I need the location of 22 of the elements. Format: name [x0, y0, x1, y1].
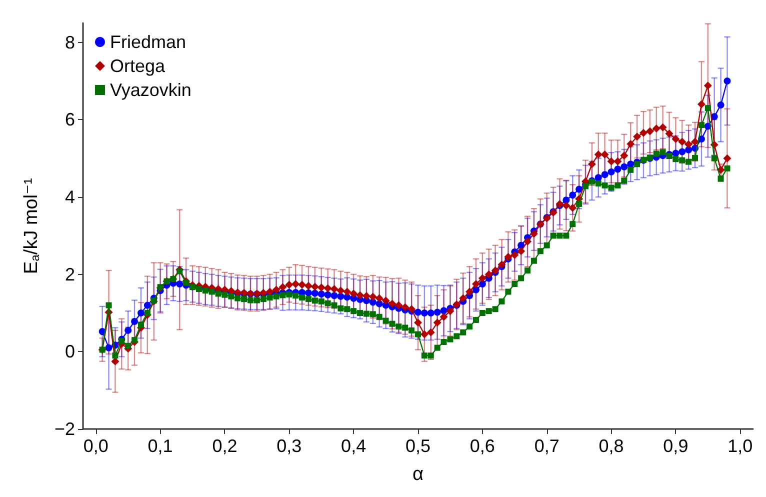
x-tick-label: 0,3: [276, 436, 302, 456]
legend-label: Vyazovkin: [110, 80, 192, 100]
y-tick-label: −2: [54, 419, 75, 439]
y-axis-title: Ea/kJ mol⁻¹: [21, 178, 42, 274]
x-tick-label: 0,7: [534, 436, 560, 456]
x-tick-label: 0,9: [663, 436, 688, 456]
y-tick-label: 4: [64, 187, 75, 207]
y-tick-label: 8: [64, 32, 75, 52]
x-tick-label: 1,0: [728, 436, 753, 456]
y-tick-label: 2: [64, 264, 75, 284]
x-tick-label: 0,2: [212, 436, 238, 456]
legend-label: Friedman: [110, 32, 186, 52]
x-tick-label: 0,4: [341, 436, 366, 456]
x-tick-label: 0,6: [470, 436, 495, 456]
legend-label: Ortega: [110, 56, 166, 76]
x-tick-label: 0,1: [148, 436, 173, 456]
y-tick-label: 6: [64, 110, 75, 130]
x-tick-label: 0,0: [83, 436, 108, 456]
x-tick-label: 0,5: [405, 436, 431, 456]
x-axis-title: α: [412, 464, 424, 485]
y-tick-label: 0: [64, 342, 75, 362]
x-tick-label: 0,8: [598, 436, 624, 456]
